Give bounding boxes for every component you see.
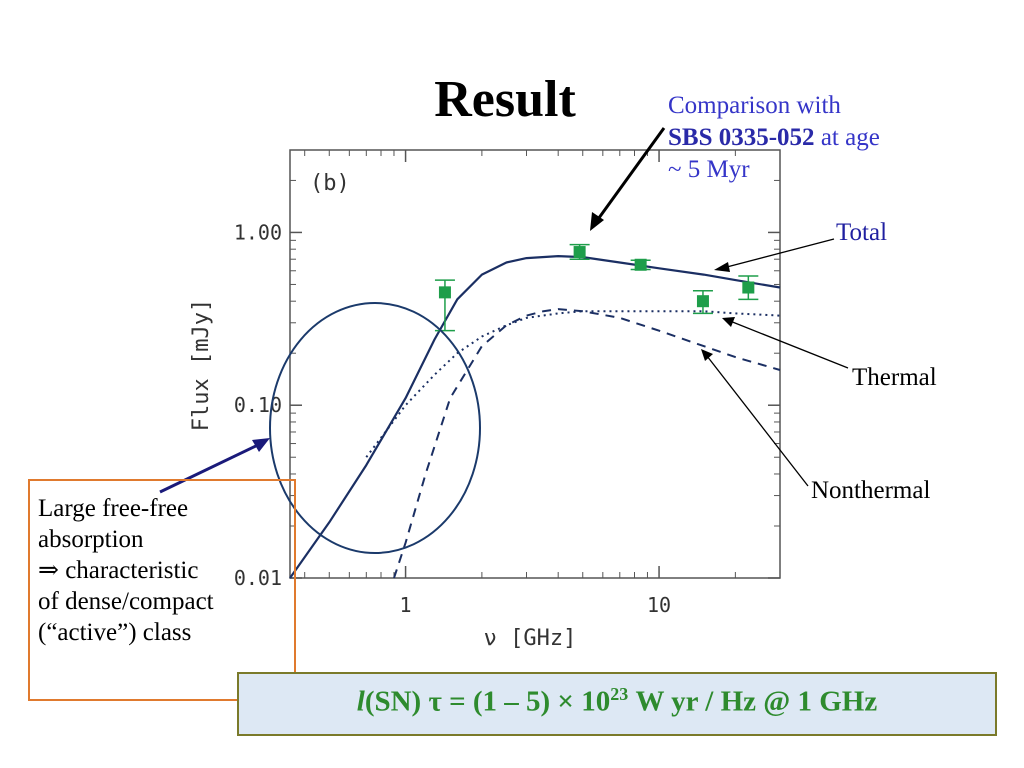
- note-line: absorption: [38, 526, 144, 553]
- y-tick-label: 0.10: [234, 393, 282, 417]
- y-tick-label: 1.00: [234, 220, 282, 244]
- absorption-ellipse: [269, 302, 481, 554]
- thermal-pointer: [729, 320, 849, 369]
- comparison-annotation: Comparison with SBS 0335-052 at age ~ 5 …: [668, 90, 998, 186]
- data-point: [573, 246, 586, 259]
- comparison-line2: at age: [814, 124, 880, 151]
- y-axis-label: Flux [mJy]: [189, 299, 214, 431]
- plot-frame: [289, 149, 781, 579]
- y-tick-label: 0.01: [234, 566, 282, 590]
- model-curves: [289, 255, 781, 579]
- x-tick-label: 1: [400, 593, 412, 617]
- thermal-label: Thermal: [852, 364, 937, 391]
- series-total-line: [289, 255, 781, 579]
- panel-label: (b): [310, 171, 350, 196]
- data-point: [696, 295, 709, 308]
- comparison-line3: ~ 5 Myr: [668, 156, 750, 183]
- note-line: ⇒ characteristic: [38, 557, 199, 584]
- nonthermal-label: Nonthermal: [811, 477, 931, 504]
- formula: l(SN) τ = (1 – 5) × 1023 W yr / Hz @ 1 G…: [237, 684, 997, 719]
- formula-l: l: [356, 685, 365, 718]
- nonthermal-pointer-head: [701, 349, 713, 361]
- comparison-arrow: [594, 127, 666, 223]
- formula-exponent: 23: [610, 684, 629, 704]
- nonthermal-pointer: [706, 355, 809, 487]
- note-arrow: [159, 441, 263, 494]
- series-thermal-line: [365, 310, 781, 458]
- data-point: [438, 286, 451, 299]
- comparison-line1: Comparison with: [668, 92, 841, 119]
- note-arrow-head: [252, 438, 270, 452]
- note-line: of dense/compact: [38, 588, 214, 615]
- total-pointer-head: [714, 262, 730, 272]
- total-label: Total: [836, 219, 888, 246]
- observed-points: [434, 243, 759, 332]
- formula-part2: W yr / Hz @ 1 GHz: [628, 685, 878, 718]
- thermal-pointer-head: [722, 317, 735, 327]
- axis-ticks: 1 10 0.01 0.10 1.00: [234, 149, 781, 617]
- comparison-object: SBS 0335-052: [668, 124, 815, 151]
- comparison-arrow-head: [590, 212, 604, 231]
- x-axis-label: ν [GHz]: [484, 626, 577, 651]
- slide-title: Result: [434, 71, 576, 128]
- note-line: Large free-free: [38, 495, 189, 522]
- total-pointer: [722, 238, 835, 269]
- note-box: [28, 479, 296, 701]
- data-point: [742, 281, 755, 294]
- formula-part1: (SN) τ = (1 – 5) × 10: [364, 685, 611, 718]
- series-nonthermal-line: [393, 308, 781, 579]
- x-tick-label: 10: [647, 593, 671, 617]
- formula-box: [237, 672, 997, 736]
- note-text: Large free-free absorption ⇒ characteris…: [38, 493, 298, 648]
- data-point: [634, 258, 647, 271]
- note-line: (“active”) class: [38, 619, 192, 646]
